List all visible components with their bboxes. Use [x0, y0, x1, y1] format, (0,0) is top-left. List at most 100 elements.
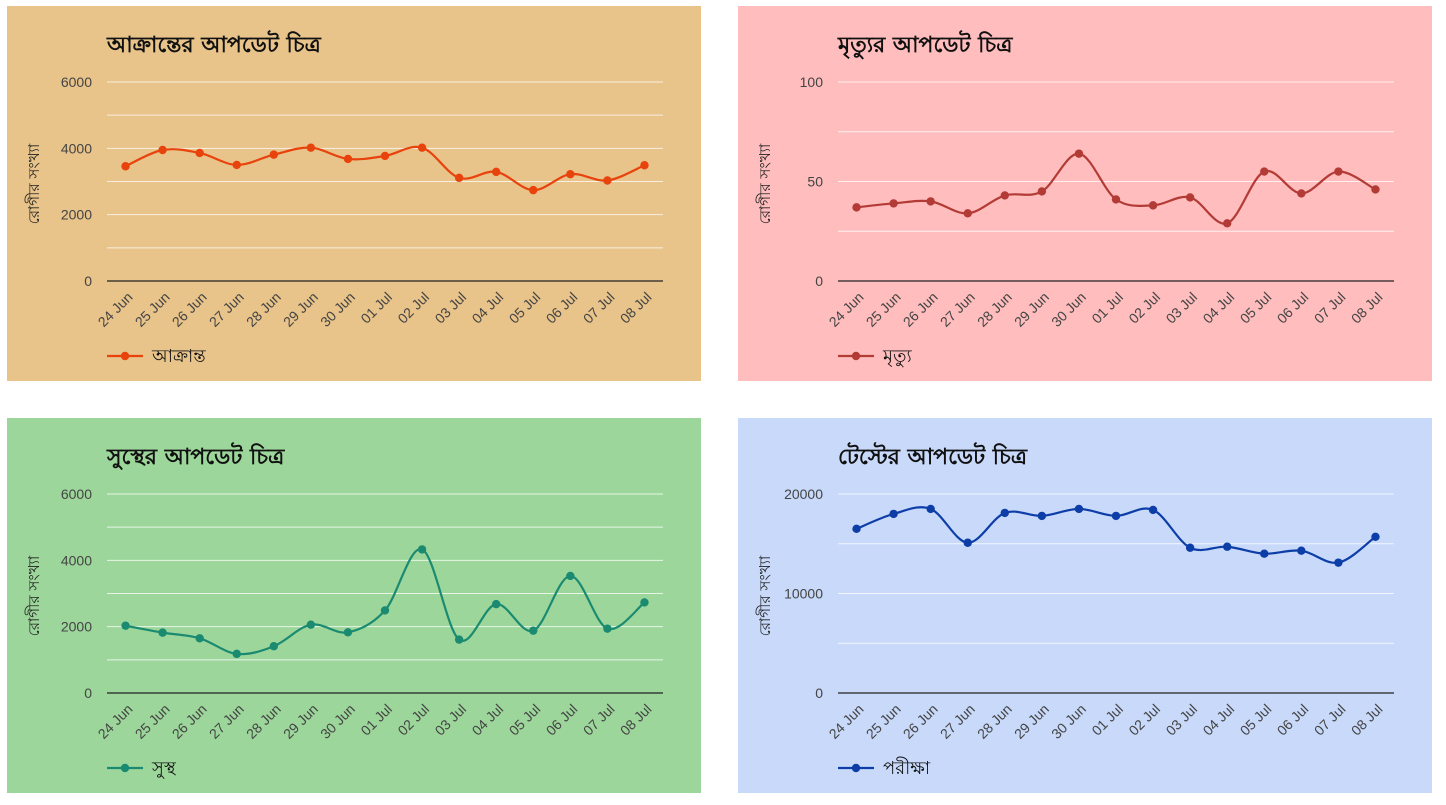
data-point[interactable] — [889, 199, 898, 208]
data-point[interactable] — [1074, 504, 1084, 514]
data-point[interactable] — [380, 151, 390, 161]
y-tick-label: 0 — [815, 273, 823, 289]
x-tick-label: 25 Jun — [863, 701, 904, 742]
chart-panel-infected: আক্রান্তের আপডেট চিত্র 6000 4000 2000 0 রোগীর… — [7, 6, 701, 381]
chart-title: টেস্টের আপডেট চিত্র — [838, 442, 1028, 470]
data-point[interactable] — [1074, 149, 1084, 158]
data-point[interactable] — [454, 635, 464, 644]
x-tick-label: 07 Jul — [580, 289, 618, 327]
data-point[interactable] — [269, 642, 278, 651]
data-point[interactable] — [158, 145, 167, 155]
x-tick-label: 26 Jun — [900, 289, 941, 330]
data-point[interactable] — [417, 545, 427, 554]
x-tick-label: 07 Jul — [580, 701, 618, 739]
data-point[interactable] — [454, 173, 464, 183]
data-point[interactable] — [492, 167, 501, 177]
data-point[interactable] — [417, 143, 427, 152]
data-point[interactable] — [1223, 542, 1232, 551]
data-point[interactable] — [1297, 189, 1306, 198]
chart-panel-deaths: মৃত্যুর আপডেট চিত্র 100 50 0 রোগীর সংখ্যা 24 … — [738, 6, 1432, 381]
y-tick-label: 20000 — [784, 486, 823, 502]
data-point[interactable] — [195, 148, 204, 158]
x-tick-label: 29 Jun — [1011, 289, 1052, 330]
data-point[interactable] — [603, 176, 612, 185]
x-tick-label: 07 Jul — [1311, 289, 1349, 327]
data-point[interactable] — [343, 154, 353, 164]
x-tick-label: 30 Jun — [317, 289, 358, 330]
data-point[interactable] — [1111, 195, 1121, 204]
legend[interactable]: মৃত্যু — [838, 346, 913, 367]
data-point[interactable] — [1371, 185, 1380, 194]
data-point[interactable] — [566, 571, 575, 581]
data-point[interactable] — [963, 209, 972, 218]
data-point[interactable] — [1185, 193, 1195, 202]
x-tick-label: 03 Jul — [432, 289, 470, 327]
data-point[interactable] — [852, 524, 861, 534]
legend[interactable]: আক্রান্ত — [107, 346, 206, 367]
data-point[interactable] — [1260, 167, 1269, 176]
x-tick-label: 24 Jun — [95, 289, 136, 330]
data-point[interactable] — [343, 628, 353, 637]
data-point[interactable] — [640, 598, 649, 607]
y-tick-label: 10000 — [784, 586, 823, 602]
legend[interactable]: সুস্থ — [107, 758, 177, 779]
data-point[interactable] — [306, 620, 316, 629]
series-line — [125, 548, 646, 656]
data-point[interactable] — [1334, 558, 1343, 567]
x-tick-label: 07 Jul — [1311, 701, 1349, 739]
data-point[interactable] — [852, 203, 861, 212]
x-tick-label: 06 Jul — [543, 701, 581, 739]
y-axis-label: রোগীর সংখ্যা — [25, 143, 43, 224]
data-point[interactable] — [1371, 532, 1380, 541]
data-point[interactable] — [603, 624, 612, 633]
data-point[interactable] — [1000, 508, 1009, 518]
data-point[interactable] — [1223, 219, 1232, 228]
chart-svg-deaths: মৃত্যুর আপডেট চিত্র 100 50 0 রোগীর সংখ্যা 24 … — [756, 30, 1394, 367]
data-point[interactable] — [926, 504, 935, 514]
data-point[interactable] — [1037, 511, 1047, 521]
y-tick-label: 2000 — [61, 619, 92, 635]
x-tick-label: 06 Jul — [543, 289, 581, 327]
data-point[interactable] — [1148, 201, 1158, 210]
data-point[interactable] — [1148, 505, 1158, 515]
x-tick-label: 27 Jun — [206, 701, 247, 742]
data-point[interactable] — [121, 621, 130, 630]
legend[interactable]: পরীক্ষা — [838, 757, 931, 779]
x-tick-label: 27 Jun — [937, 289, 978, 330]
y-axis-label: রোগীর সংখ্যা — [25, 555, 43, 636]
data-point[interactable] — [232, 649, 241, 659]
x-tick-label: 28 Jun — [243, 701, 284, 742]
data-point[interactable] — [1037, 187, 1047, 196]
data-point[interactable] — [195, 634, 204, 643]
x-tick-label: 01 Jul — [357, 289, 395, 327]
x-tick-label: 08 Jul — [1348, 289, 1386, 327]
legend-label: আক্রান্ত — [151, 346, 206, 367]
data-point[interactable] — [529, 185, 538, 195]
y-tick-label: 0 — [84, 273, 92, 289]
data-point[interactable] — [1297, 546, 1306, 555]
x-tick-label: 08 Jul — [617, 701, 655, 739]
data-point[interactable] — [1111, 511, 1121, 521]
data-point[interactable] — [1185, 543, 1195, 552]
data-point[interactable] — [121, 162, 130, 171]
data-point[interactable] — [1334, 167, 1343, 176]
y-tick-label: 2000 — [61, 207, 92, 223]
data-point[interactable] — [529, 626, 538, 635]
data-point[interactable] — [269, 150, 278, 159]
data-point[interactable] — [566, 170, 575, 179]
data-point[interactable] — [1260, 549, 1269, 558]
data-point[interactable] — [158, 628, 167, 637]
data-point[interactable] — [232, 160, 241, 170]
data-point[interactable] — [380, 606, 390, 615]
data-point[interactable] — [640, 161, 649, 170]
chart-title: মৃত্যুর আপডেট চিত্র — [837, 30, 1013, 60]
data-point[interactable] — [889, 509, 898, 519]
data-point[interactable] — [926, 197, 935, 206]
y-tick-label: 100 — [800, 74, 824, 90]
data-point[interactable] — [306, 143, 316, 152]
x-tick-label: 26 Jun — [169, 701, 210, 742]
x-tick-label: 04 Jul — [469, 289, 507, 327]
data-point[interactable] — [1000, 191, 1009, 200]
data-point[interactable] — [963, 538, 972, 547]
data-point[interactable] — [492, 599, 501, 609]
